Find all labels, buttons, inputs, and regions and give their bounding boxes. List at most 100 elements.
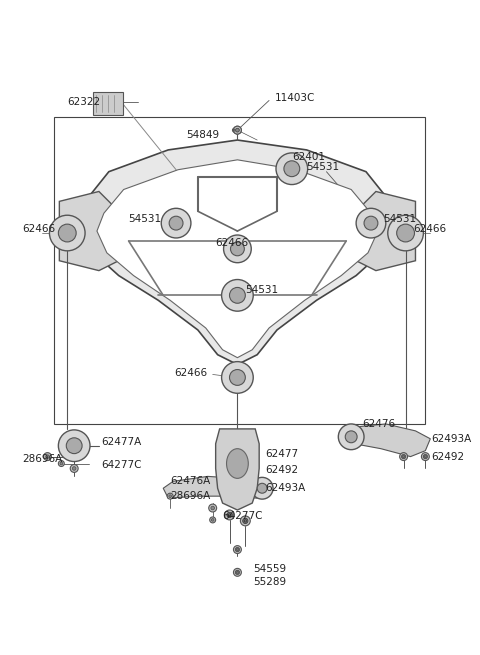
Text: 54849: 54849 [186,130,219,140]
Circle shape [423,455,427,458]
Circle shape [222,280,253,311]
Polygon shape [163,476,267,498]
FancyBboxPatch shape [93,92,123,115]
Circle shape [46,455,49,458]
Circle shape [364,216,378,230]
Circle shape [222,362,253,393]
Text: 64277C: 64277C [223,511,263,521]
Circle shape [169,495,171,498]
Circle shape [229,369,245,385]
Text: 62466: 62466 [216,238,249,248]
Text: 62477: 62477 [265,449,298,458]
Text: 54531: 54531 [129,214,162,224]
Polygon shape [356,191,416,271]
Circle shape [243,518,248,523]
Ellipse shape [227,449,248,478]
Text: 62476: 62476 [362,419,395,429]
Polygon shape [216,429,259,510]
Circle shape [356,208,386,238]
Text: 62466: 62466 [413,224,446,234]
Circle shape [224,235,251,263]
Circle shape [236,571,239,574]
Circle shape [338,424,364,450]
Circle shape [388,215,423,251]
Polygon shape [79,140,396,365]
Circle shape [59,430,90,462]
Text: 64277C: 64277C [101,460,142,470]
Circle shape [424,456,426,457]
Text: 62476A: 62476A [170,476,210,486]
Polygon shape [60,191,119,271]
Circle shape [211,506,215,510]
Circle shape [423,455,427,458]
Text: 62493A: 62493A [265,483,305,493]
Circle shape [233,126,241,134]
Text: 54531: 54531 [245,286,278,295]
Circle shape [228,514,230,516]
Circle shape [229,288,245,303]
Text: 62466: 62466 [174,367,207,377]
Text: 11403C: 11403C [275,92,315,102]
Circle shape [70,464,78,472]
Text: 62401: 62401 [292,152,325,162]
Circle shape [232,128,237,132]
Circle shape [60,462,63,465]
Circle shape [237,549,238,550]
Circle shape [225,510,234,520]
Circle shape [233,569,241,576]
Circle shape [72,466,76,470]
Text: 55289: 55289 [253,577,287,588]
Circle shape [44,453,51,460]
Circle shape [167,493,173,499]
Circle shape [236,128,239,132]
Circle shape [169,216,183,230]
Bar [54,117,425,424]
Circle shape [400,453,408,460]
Circle shape [49,215,85,251]
Circle shape [402,455,406,458]
Circle shape [66,438,82,454]
Circle shape [402,455,406,458]
Circle shape [421,453,429,460]
Circle shape [403,456,405,457]
Text: 28696A: 28696A [170,491,210,501]
Text: 62492: 62492 [265,466,298,476]
Circle shape [244,520,246,522]
Circle shape [233,546,241,553]
Circle shape [276,153,308,185]
Circle shape [243,519,248,523]
Polygon shape [341,424,430,457]
Circle shape [235,571,240,574]
Circle shape [345,431,357,443]
Text: 54559: 54559 [253,565,287,574]
Text: 54531: 54531 [383,214,416,224]
Circle shape [251,477,273,499]
Circle shape [227,513,232,517]
Text: 62493A: 62493A [432,434,471,444]
Text: 62492: 62492 [432,451,465,462]
Circle shape [237,571,238,573]
Circle shape [235,548,240,552]
Text: 54531: 54531 [307,162,340,172]
Circle shape [161,208,191,238]
Text: 62322: 62322 [67,98,100,107]
Circle shape [230,242,244,256]
Circle shape [59,224,76,242]
Circle shape [211,519,214,521]
Circle shape [209,504,216,512]
Text: 62477A: 62477A [101,437,141,447]
Circle shape [59,460,64,466]
Circle shape [236,128,239,132]
Circle shape [284,161,300,177]
Circle shape [240,516,250,526]
Circle shape [233,126,241,134]
Circle shape [396,224,415,242]
Circle shape [227,512,232,517]
Circle shape [234,129,235,131]
Text: 28696A: 28696A [22,453,62,464]
Polygon shape [97,160,378,358]
Text: 62466: 62466 [22,224,55,234]
Circle shape [257,483,267,493]
Circle shape [210,517,216,523]
Circle shape [236,548,239,552]
